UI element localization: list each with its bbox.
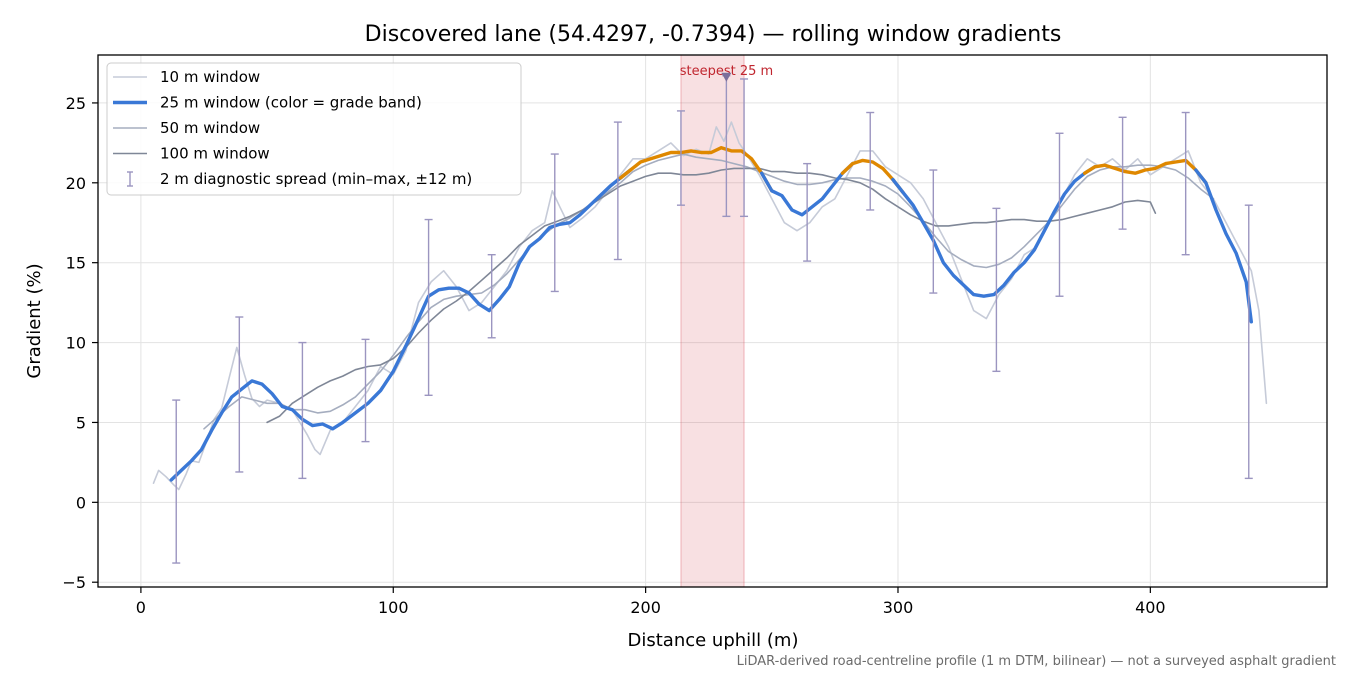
legend-label: 100 m window [160,145,270,163]
y-axis-label: Gradient (%) [24,263,45,378]
x-axis-label: Distance uphill (m) [628,630,799,651]
diagnostic-error-bars [172,72,1253,564]
series-line-25m-segment [891,165,1097,298]
x-tick-label: 0 [136,598,146,617]
legend-label: 25 m window (color = grade band) [160,94,422,112]
series-line-25m-segment [618,145,774,193]
x-tick-label: 100 [378,598,409,617]
x-tick-label: 300 [883,598,914,617]
y-tick-label: 10 [66,334,86,353]
axis-ticks: 0 100 200 300 400 −5 0 5 10 15 20 25 [62,94,1165,617]
legend-label: 2 m diagnostic spread (min–max, ±12 m) [160,170,472,188]
series-line-50m [203,153,1215,430]
y-tick-label: 5 [76,413,86,432]
legend: 10 m window 25 m window (color = grade ba… [106,62,522,196]
y-tick-label: −5 [62,573,86,592]
legend-label: 10 m window [160,68,260,86]
plot-frame [97,54,1328,588]
series-lines [152,121,1268,491]
series-line-25m-segment [169,168,633,482]
legend-box [106,62,522,196]
series-line-100m [266,167,1157,424]
series-line-25m-segment [1194,168,1254,324]
steepest-marker [721,72,732,82]
steepest-band [680,54,745,588]
y-tick-label: 20 [66,174,86,193]
legend-label: 50 m window [160,119,260,137]
footnote: LiDAR-derived road-centreline profile (1… [737,654,1336,669]
x-tick-label: 400 [1135,598,1166,617]
chart-title: Discovered lane (54.4297, -0.7394) — rol… [365,22,1062,47]
y-tick-label: 15 [66,254,86,273]
steepest-label: steepest 25 m [680,64,773,79]
steepest-highlight: steepest 25 m [680,54,773,588]
y-tick-label: 0 [76,493,86,512]
x-tick-label: 200 [630,598,661,617]
y-tick-label: 25 [66,94,86,113]
